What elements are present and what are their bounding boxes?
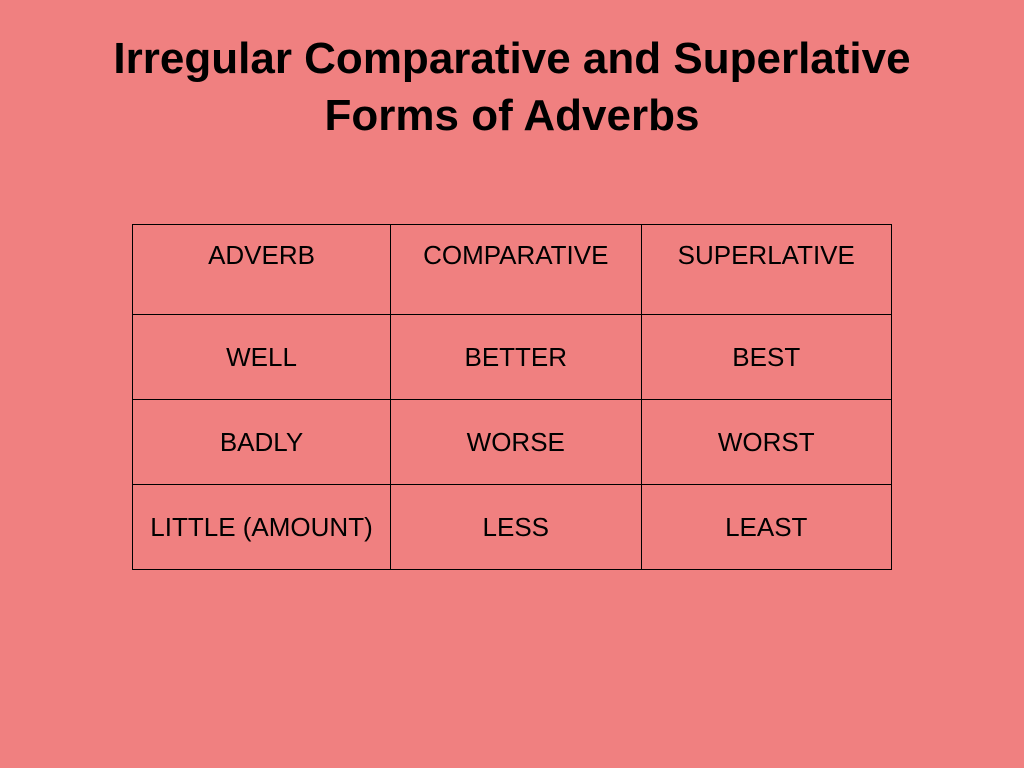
slide-title: Irregular Comparative and Superlative Fo… (50, 30, 974, 144)
cell-comparative: less (391, 485, 641, 570)
table-row: well better best (133, 315, 892, 400)
slide-container: Irregular Comparative and Superlative Fo… (0, 0, 1024, 768)
cell-superlative: best (641, 315, 891, 400)
cell-adverb: little (amount) (133, 485, 391, 570)
cell-comparative: better (391, 315, 641, 400)
cell-adverb: badly (133, 400, 391, 485)
header-superlative: Superlative (641, 225, 891, 315)
cell-superlative: worst (641, 400, 891, 485)
table-container: Adverb Comparative Superlative well bett… (50, 224, 974, 570)
table-row: badly worse worst (133, 400, 892, 485)
adverbs-table: Adverb Comparative Superlative well bett… (132, 224, 892, 570)
header-comparative: Comparative (391, 225, 641, 315)
cell-adverb: well (133, 315, 391, 400)
table-header-row: Adverb Comparative Superlative (133, 225, 892, 315)
header-adverb: Adverb (133, 225, 391, 315)
cell-superlative: least (641, 485, 891, 570)
cell-comparative: worse (391, 400, 641, 485)
table-row: little (amount) less least (133, 485, 892, 570)
